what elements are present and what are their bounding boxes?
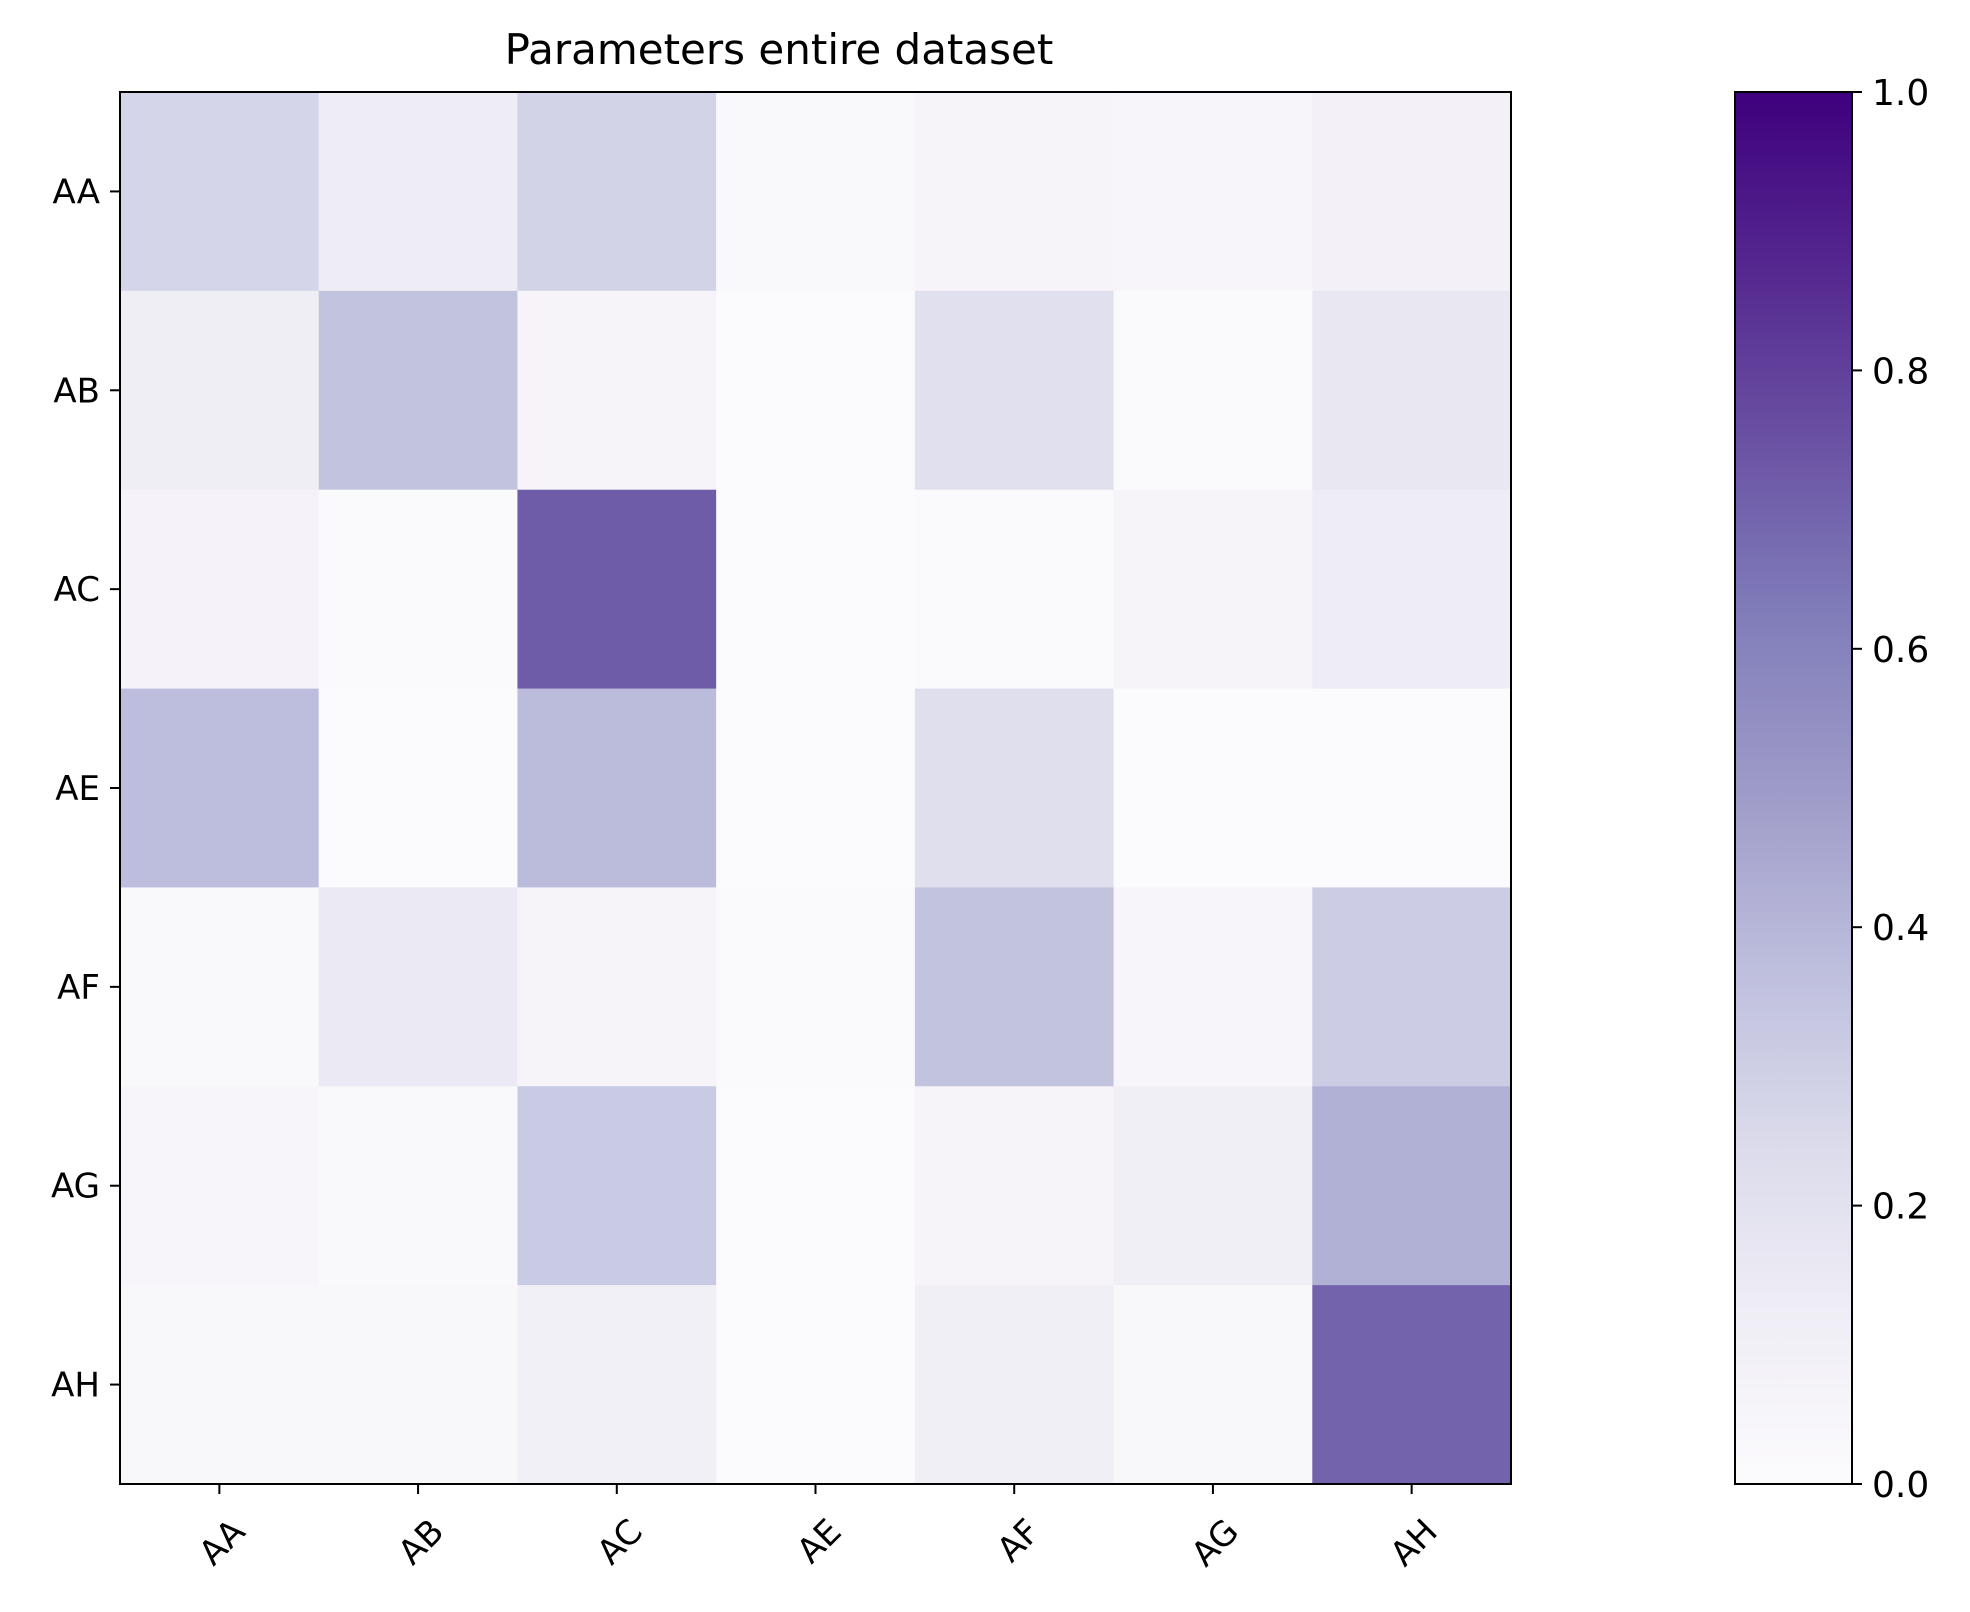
heatmap-cell (1113, 489, 1313, 690)
heatmap-cell (318, 92, 518, 292)
heatmap-cell (120, 489, 320, 690)
y-tick-label: AC (54, 570, 100, 610)
heatmap-cell (914, 1285, 1115, 1485)
heatmap-cell (716, 1086, 916, 1286)
heatmap-cell (318, 688, 518, 888)
colorbar: 0.0 0.2 0.4 0.6 0.8 1.0 (1734, 73, 1929, 1506)
y-tick-label: AH (51, 1366, 100, 1406)
heatmap-cell (914, 1086, 1115, 1286)
heatmap-cell (1312, 1285, 1512, 1485)
x-tick-label: AF (990, 1512, 1049, 1571)
heatmap-cell (1113, 290, 1313, 491)
heatmap-cell (1113, 688, 1313, 888)
heatmap-cell (517, 489, 717, 690)
x-tick-label: AC (590, 1512, 651, 1573)
heatmap-cell (716, 290, 916, 491)
heatmap-cell (1113, 92, 1313, 292)
y-axis: AA AB AC AE AF AG AH (51, 172, 120, 1406)
heatmap-cell (517, 887, 717, 1087)
x-axis: AA AB AC AE AF AG AH (191, 1484, 1446, 1575)
heatmap-cell (318, 1086, 518, 1286)
y-tick-label: AB (53, 371, 100, 411)
heatmap-cell (716, 688, 916, 888)
heatmap-cell (914, 92, 1115, 292)
heatmap-cell (517, 290, 717, 491)
heatmap-cell (1312, 489, 1512, 690)
heatmap-cell (1312, 290, 1512, 491)
heatmap-cell (1113, 1086, 1313, 1286)
x-tick-label: AH (1383, 1512, 1446, 1575)
heatmap-cell (517, 1285, 717, 1485)
heatmap-cell (1312, 92, 1512, 292)
colorbar-tick-label: 0.0 (1872, 1465, 1929, 1506)
heatmap-cell (914, 688, 1115, 888)
y-tick-label: AG (51, 1167, 100, 1207)
heatmap-cell (1113, 887, 1313, 1087)
heatmap-cell (1312, 688, 1512, 888)
heatmap-cell (120, 887, 320, 1087)
heatmap-cell (517, 1086, 717, 1286)
heatmap-cell (716, 489, 916, 690)
heatmap-cell (914, 489, 1115, 690)
heatmap-cell (914, 887, 1115, 1087)
heatmap-cell (318, 489, 518, 690)
y-tick-label: AE (55, 769, 100, 809)
colorbar-tick-label: 0.8 (1872, 351, 1929, 392)
heatmap-cell (1312, 1086, 1512, 1286)
heatmap-cell (318, 290, 518, 491)
heatmap-cell (120, 688, 320, 888)
heatmap-cell (1113, 1285, 1313, 1485)
heatmap-cell (120, 290, 320, 491)
y-tick-label: AA (53, 172, 100, 212)
y-tick-label: AF (57, 968, 100, 1008)
x-tick-label: AB (391, 1512, 452, 1573)
heatmap-cell (120, 92, 320, 292)
heatmap-cells (120, 92, 1512, 1485)
heatmap-cell (517, 688, 717, 888)
heatmap-cell (318, 1285, 518, 1485)
colorbar-ticks: 0.0 0.2 0.4 0.6 0.8 1.0 (1852, 73, 1929, 1506)
colorbar-frame (1734, 91, 1853, 1485)
heatmap-cell (716, 887, 916, 1087)
heatmap-cell (517, 92, 717, 292)
colorbar-tick-label: 0.4 (1872, 908, 1929, 949)
heatmap-cell (120, 1285, 320, 1485)
x-tick-label: AG (1184, 1512, 1247, 1575)
heatmap-cell (1312, 887, 1512, 1087)
heatmap-cell (914, 290, 1115, 491)
x-tick-label: AE (789, 1512, 849, 1572)
heatmap-cell (318, 887, 518, 1087)
colorbar-gradient (1735, 92, 1852, 1484)
heatmap-cell (120, 1086, 320, 1286)
colorbar-tick-label: 1.0 (1872, 73, 1929, 114)
heatmap-cell (716, 1285, 916, 1485)
colorbar-tick-label: 0.2 (1872, 1187, 1929, 1228)
chart-title: Parameters entire dataset (505, 25, 1054, 74)
x-tick-label: AA (191, 1512, 253, 1574)
colorbar-tick-label: 0.6 (1872, 630, 1929, 671)
heatmap-cell (716, 92, 916, 292)
